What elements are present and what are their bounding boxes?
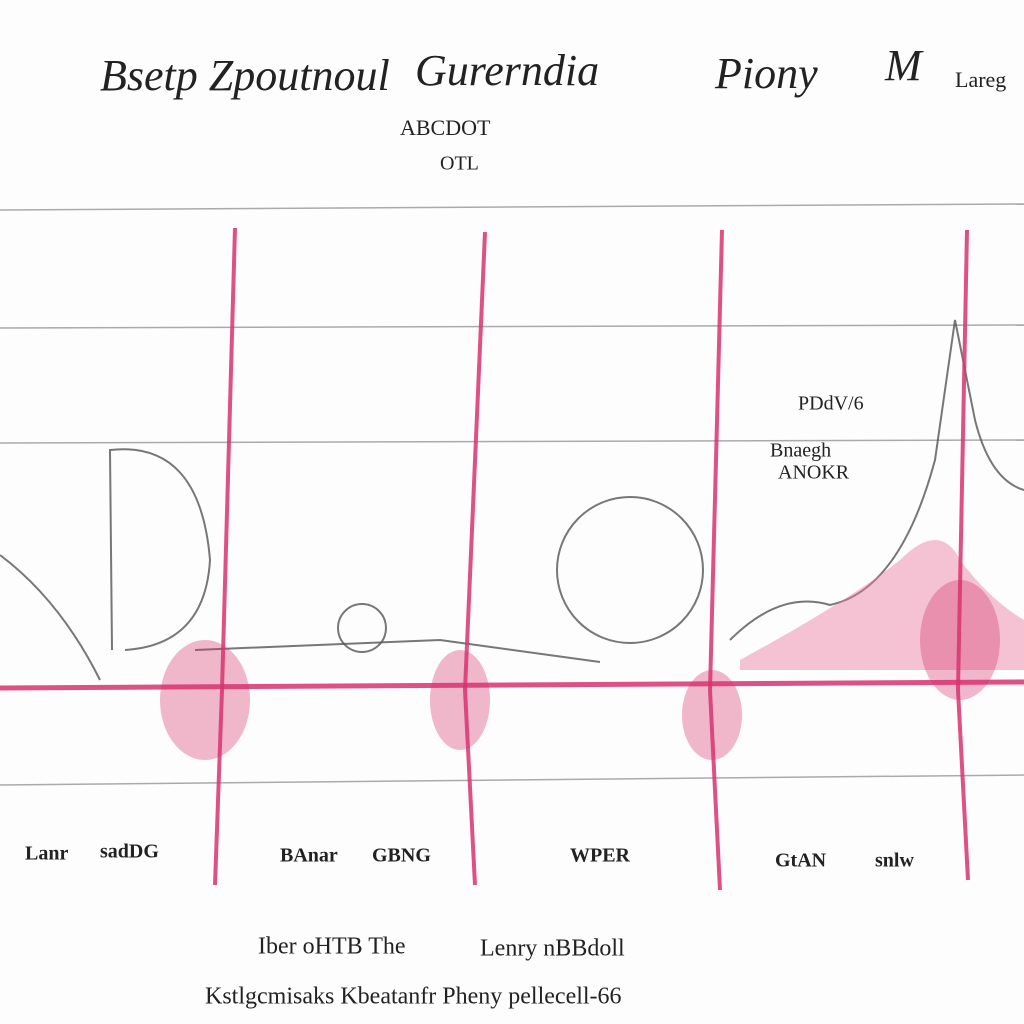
header-word: Piony (714, 49, 818, 98)
header-word: Lareg (955, 67, 1006, 92)
pink-shading (740, 540, 1024, 670)
spike (213, 227, 237, 886)
sketch-curve (0, 554, 101, 681)
arch-shape (108, 448, 212, 651)
annotation: ANOKR (778, 462, 850, 484)
circle-shape (556, 496, 704, 644)
label: BAnar (280, 845, 338, 867)
footer-text: Kstlgcmisaks Kbeatanfr Pheny pellecell-6… (205, 984, 622, 1010)
header-word: M (884, 41, 924, 90)
spike (707, 229, 724, 891)
footer-text: Lenry nBBdoll (480, 936, 625, 962)
label: Lanr (25, 843, 68, 865)
smudge (920, 580, 1000, 700)
rule-line (0, 324, 1024, 329)
sketch-line (194, 638, 601, 663)
label: snlw (875, 850, 914, 872)
small-circle (337, 603, 387, 653)
spike (462, 231, 487, 886)
annotation: Bnaegh (770, 440, 831, 462)
smudge (160, 640, 250, 760)
label: GBNG (372, 845, 431, 867)
subtitle: OTL (440, 153, 479, 175)
baseline (0, 679, 1024, 691)
rule-line (0, 439, 1024, 444)
pink-smudges (160, 580, 1000, 760)
rule-line (0, 774, 1024, 786)
rule-line (0, 203, 1024, 211)
footer-text: Iber oHTB The (258, 934, 406, 960)
spikes (213, 227, 970, 891)
smudge (430, 650, 490, 750)
label: sadDG (100, 841, 159, 863)
header-word: Gurerndia (415, 46, 599, 95)
subtitle: ABCDOT (400, 115, 491, 140)
peak-curve (729, 319, 1024, 641)
label: WPER (570, 845, 631, 867)
annotation: PDdV/6 (798, 393, 864, 415)
label: GtAN (775, 850, 827, 872)
header-word: Bsetp Zpoutnoul (100, 51, 390, 100)
spike (955, 229, 970, 881)
smudge (682, 670, 742, 760)
